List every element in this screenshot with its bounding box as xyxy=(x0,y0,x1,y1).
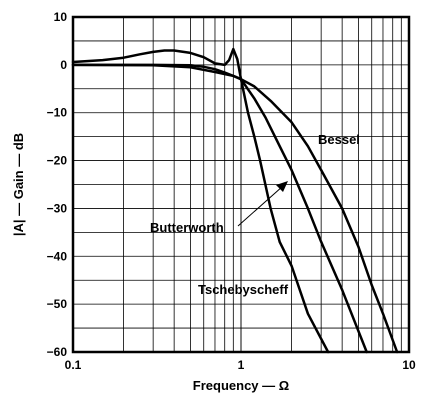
bessel-curve xyxy=(71,63,399,354)
plot-frame xyxy=(71,15,411,354)
tschebyscheff-curve xyxy=(71,47,330,354)
bessel-label: Bessel xyxy=(318,132,360,147)
butterworth-label: Butterworth xyxy=(150,220,224,235)
y-tick-label: −50 xyxy=(47,297,68,311)
y-tick-label: −10 xyxy=(47,106,68,120)
y-tick-label: −60 xyxy=(47,345,68,359)
y-tick-label: −40 xyxy=(47,249,68,263)
x-tick-label: 0.1 xyxy=(65,358,82,372)
curves xyxy=(71,47,399,354)
x-axis-title: Frequency — Ω xyxy=(193,378,289,393)
x-tick-label: 10 xyxy=(402,358,416,372)
butterworth-arrow xyxy=(237,185,284,227)
butterworth-curve xyxy=(71,63,368,354)
x-tick-label: 1 xyxy=(238,358,245,372)
butterworth-arrowhead xyxy=(276,181,288,192)
y-tick-label: 10 xyxy=(54,10,68,24)
y-tick-label: 0 xyxy=(60,58,67,72)
y-tick-label: −20 xyxy=(47,154,68,168)
grid xyxy=(72,16,410,353)
y-axis-title: |A| — Gain — dB xyxy=(11,133,26,236)
tschebyscheff-label: Tschebyscheff xyxy=(198,282,289,297)
tick-labels: 10 0 −10 −20 −30 −40 −50 −600.1 1 10 xyxy=(47,10,416,372)
y-tick-label: −30 xyxy=(47,201,68,215)
